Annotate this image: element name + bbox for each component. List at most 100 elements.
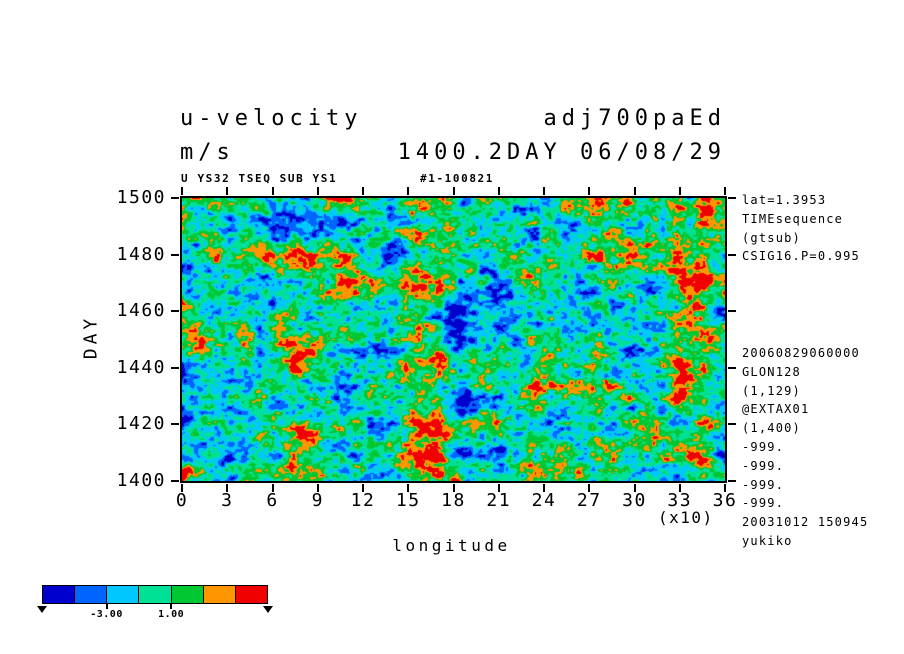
run-id: #1-100821 — [420, 172, 495, 185]
annotation-line: lat=1.3953 — [742, 193, 827, 207]
annotation-line: 20060829060000 — [742, 346, 860, 360]
x-axis-title: longitude — [392, 536, 511, 555]
tick-mark — [362, 484, 364, 492]
colorbar-segment — [107, 586, 140, 603]
tick-mark — [407, 187, 410, 195]
annotation-block-2: 20060829060000 GLON128 (1,129) @EXTAX01 (1,4… — [742, 344, 868, 551]
x-tick-label: 9 — [311, 490, 324, 511]
annotation-line: (1,400) — [742, 421, 801, 436]
tick-mark — [226, 484, 229, 492]
y-tick-label: 1420 — [116, 413, 166, 435]
annotation-block-1: lat=1.3953 TIMEsequence (gtsub) CSIG16.P=0.… — [742, 191, 860, 266]
tick-mark — [724, 484, 726, 492]
annotation-line: GLON128 — [742, 364, 801, 379]
tick-mark — [728, 197, 736, 199]
tick-mark — [271, 187, 274, 195]
tick-mark — [588, 484, 591, 492]
tick-mark — [728, 310, 736, 313]
title-block: u-velocity m/s adj700paEd 1400.2DAY 06/0… — [180, 102, 726, 170]
y-tick-label: 1500 — [116, 187, 166, 208]
x-tick-label: 36 — [712, 490, 738, 511]
colorbar-segment — [171, 586, 204, 603]
tick-mark — [633, 484, 636, 492]
x-tick-label: 3 — [221, 490, 234, 511]
y-axis-title: DAY — [80, 314, 102, 360]
tick-mark — [171, 197, 179, 199]
colorbar-segment — [203, 586, 236, 603]
colorbar-segment — [139, 586, 172, 603]
x-tick-label: 6 — [266, 490, 279, 511]
tick-mark — [316, 187, 319, 195]
tick-mark — [497, 187, 500, 195]
colorbar-tick — [105, 604, 108, 609]
annotation-line: (1,129) — [742, 383, 801, 398]
annotation-line: 20031012 150945 — [742, 515, 869, 530]
plot-title: u-velocity — [180, 106, 363, 131]
tick-mark — [452, 187, 455, 195]
colorbar-segment — [235, 586, 267, 603]
annotation-line: -999. — [742, 496, 785, 511]
x-tick-label: 24 — [531, 490, 557, 511]
tick-mark — [452, 484, 455, 492]
x-tick-label: 12 — [350, 490, 376, 511]
tick-mark — [226, 187, 229, 195]
y-tick-label: 1460 — [116, 300, 166, 322]
tick-mark — [407, 484, 410, 492]
colorbar-tick — [170, 604, 173, 609]
tick-mark — [181, 187, 183, 195]
y-tick-label: 1480 — [116, 243, 166, 265]
tick-mark — [728, 253, 736, 256]
colorbar-right-arrow — [263, 606, 273, 613]
x-tick-label: 18 — [441, 490, 466, 511]
colorbar-segment — [43, 586, 76, 603]
x-tick-label: 21 — [486, 490, 512, 511]
time-title: 1400.2DAY 06/08/29 — [397, 140, 726, 165]
x-tick-label: 15 — [395, 490, 421, 511]
annotation-line: CSIG16.P=0.995 — [742, 249, 860, 264]
annotation-line: -999. — [742, 439, 785, 454]
tick-mark — [728, 423, 736, 426]
tick-mark — [271, 484, 274, 492]
x-tick-label: 33 — [667, 490, 693, 511]
x-tick-label: 0 — [175, 490, 189, 511]
tick-mark — [543, 484, 545, 492]
tick-mark — [724, 187, 726, 195]
tick-mark — [171, 366, 179, 369]
annotation-line: -999. — [742, 477, 785, 492]
annotation-line: (gtsub) — [742, 230, 801, 245]
dataset-subtitle: U YS32 TSEQ SUB YS1 — [181, 172, 338, 185]
x-tick-label: 30 — [622, 490, 647, 511]
tick-mark — [171, 423, 179, 426]
tick-mark — [678, 484, 681, 492]
tick-mark — [633, 187, 636, 195]
colorbar — [42, 585, 268, 604]
annotation-line: -999. — [742, 458, 785, 473]
annotation-line: @EXTAX01 — [742, 402, 810, 417]
colorbar-label: -3.00 — [90, 609, 123, 620]
colorbar-segment — [75, 586, 108, 603]
annotation-line: yukiko — [742, 533, 793, 548]
x-scale-note: (x10) — [658, 508, 714, 527]
y-tick-label: 1440 — [116, 356, 166, 378]
tick-mark — [678, 187, 681, 195]
tick-mark — [316, 484, 319, 492]
tick-mark — [171, 253, 179, 256]
tick-mark — [362, 187, 364, 195]
plot-units: m/s — [180, 140, 235, 165]
tick-mark — [588, 187, 591, 195]
heatmap-canvas — [182, 198, 725, 481]
tick-mark — [171, 310, 179, 313]
tick-mark — [728, 366, 736, 369]
experiment-id: adj700paEd — [543, 106, 726, 131]
plot-area — [171, 187, 736, 492]
tick-mark — [728, 480, 736, 482]
x-tick-label: 27 — [576, 490, 602, 511]
tick-mark — [181, 484, 183, 492]
colorbar-left-arrow — [37, 606, 47, 613]
annotation-line: TIMEsequence — [742, 211, 844, 226]
title-left-block: u-velocity m/s — [180, 102, 362, 170]
tick-mark — [497, 484, 500, 492]
y-tick-label: 1400 — [116, 470, 166, 491]
title-right-block: adj700paEd 1400.2DAY 06/08/29 — [398, 102, 726, 170]
